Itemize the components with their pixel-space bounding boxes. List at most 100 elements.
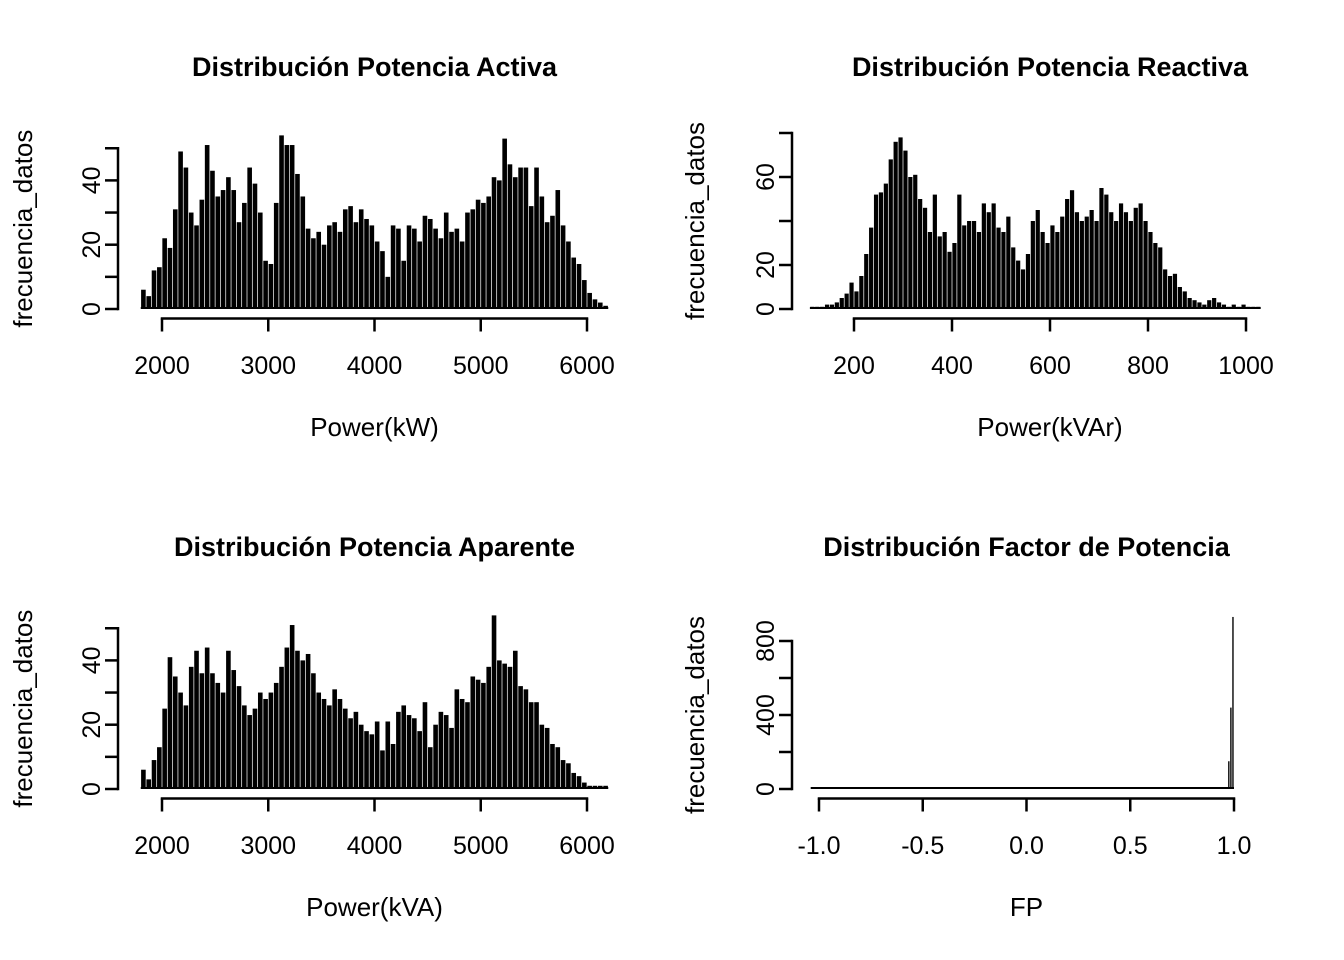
histogram-bar xyxy=(528,702,534,789)
histogram-bar xyxy=(353,711,359,789)
histogram-bar xyxy=(1084,216,1089,309)
histogram-bar xyxy=(844,293,849,309)
histogram-bar xyxy=(449,727,454,789)
histogram-bar xyxy=(512,650,518,789)
histogram-bar xyxy=(194,650,199,789)
histogram-bar xyxy=(141,289,146,309)
panel-factor-potencia: Distribución Factor de Potencia FP frecuen… xyxy=(672,480,1344,960)
histogram-bar xyxy=(332,689,337,789)
histogram-bar xyxy=(470,209,476,309)
histogram-bar xyxy=(560,760,566,789)
histogram-bar xyxy=(981,203,986,309)
x-tick-label: 3000 xyxy=(240,352,296,380)
histogram-bar xyxy=(438,238,444,309)
histogram-bar xyxy=(1123,212,1129,309)
panel-potencia-activa: Distribución Potencia Activa Power(kW) fre… xyxy=(0,0,672,480)
histogram-bar xyxy=(1006,216,1011,309)
histogram-bar xyxy=(412,718,417,789)
histogram-bar xyxy=(385,721,391,790)
x-tick-label: 4000 xyxy=(347,832,403,860)
y-axis-label: frecuencia_datos xyxy=(680,122,710,320)
histogram-bar xyxy=(210,170,215,309)
x-tick-label: 5000 xyxy=(453,832,509,860)
histogram-bar xyxy=(427,747,433,789)
x-tick-label: 400 xyxy=(931,352,973,380)
histogram-bar xyxy=(582,782,587,789)
histogram-bar xyxy=(300,660,306,789)
histogram-bar xyxy=(1216,302,1222,309)
histogram-bar xyxy=(864,254,869,309)
histogram-bar xyxy=(358,724,364,789)
histogram-bar xyxy=(1228,761,1230,789)
histogram-bar xyxy=(295,650,300,789)
histogram-bar xyxy=(172,676,178,789)
histogram-bar xyxy=(491,177,497,309)
factor-potencia-chart: Distribución Factor de Potencia FP frecuen… xyxy=(680,532,1251,922)
histogram-bar xyxy=(220,190,226,309)
histogram-bar xyxy=(236,686,242,789)
histogram-bar xyxy=(883,183,888,309)
histogram-bar xyxy=(1138,203,1143,309)
histogram-bar xyxy=(412,228,417,310)
histogram-bar xyxy=(231,190,237,309)
histogram-bar xyxy=(374,721,380,790)
histogram-bar xyxy=(1197,302,1202,309)
histogram-bar xyxy=(279,135,284,309)
histogram-bar xyxy=(1030,221,1035,309)
histogram-bar xyxy=(1069,190,1075,309)
histogram-bars xyxy=(1228,616,1234,789)
x-tick-label: 2000 xyxy=(134,832,190,860)
histogram-bar xyxy=(550,743,555,789)
histogram-bar xyxy=(422,215,428,309)
histogram-bar xyxy=(991,203,996,309)
histogram-bar xyxy=(1202,304,1207,309)
histogram-bar xyxy=(1074,212,1080,309)
y-tick-label: 20 xyxy=(78,231,106,259)
histogram-bar xyxy=(459,698,465,789)
x-tick-label: 600 xyxy=(1029,352,1071,380)
histogram-bar xyxy=(204,145,210,309)
histogram-bar xyxy=(454,228,460,310)
histogram-bar xyxy=(162,238,167,309)
histogram-bar xyxy=(141,769,146,789)
panel-potencia-aparente: Distribución Potencia Aparente Power(kVA)… xyxy=(0,480,672,960)
histogram-bar xyxy=(507,666,513,789)
histogram-bar xyxy=(603,785,608,789)
histogram-bar xyxy=(337,698,343,789)
x-tick-label: 5000 xyxy=(453,352,509,380)
histogram-bar xyxy=(374,241,380,310)
histogram-bar xyxy=(1167,276,1173,309)
histogram-bar xyxy=(1251,306,1256,309)
histogram-bar xyxy=(337,231,343,309)
histogram-bar xyxy=(491,615,497,789)
x-tick-label: 6000 xyxy=(559,352,615,380)
histogram-bar xyxy=(470,676,476,789)
histogram-bar xyxy=(348,206,353,309)
histogram-bar xyxy=(518,167,523,309)
potencia-reactiva-chart: Distribución Potencia Reactiva Power(kVAr… xyxy=(680,52,1274,442)
histogram-bar xyxy=(226,650,231,789)
histogram-bar xyxy=(913,174,918,309)
histogram-bar xyxy=(1001,232,1006,309)
histogram-bar xyxy=(1172,273,1178,309)
histogram-bar xyxy=(539,724,545,789)
x-axis-label: Power(kVA) xyxy=(306,892,443,922)
x-tick-label: -0.5 xyxy=(901,832,944,860)
histogram-bar xyxy=(539,196,545,309)
histogram-bar xyxy=(942,232,947,309)
histogram-bar xyxy=(263,260,268,309)
histogram-bar xyxy=(888,159,893,309)
histogram-bar xyxy=(157,747,162,789)
histogram-bar xyxy=(1118,203,1124,309)
histogram-bar xyxy=(571,257,577,309)
histogram-bar xyxy=(422,702,428,789)
histogram-bar xyxy=(898,137,903,309)
y-tick-label: 0 xyxy=(78,782,106,796)
histogram-bar xyxy=(289,625,295,789)
histogram-bar xyxy=(390,225,396,309)
histogram-bar xyxy=(873,194,879,309)
histogram-bar xyxy=(502,663,507,789)
histogram-bar xyxy=(348,718,353,789)
histogram-bar xyxy=(279,666,284,789)
